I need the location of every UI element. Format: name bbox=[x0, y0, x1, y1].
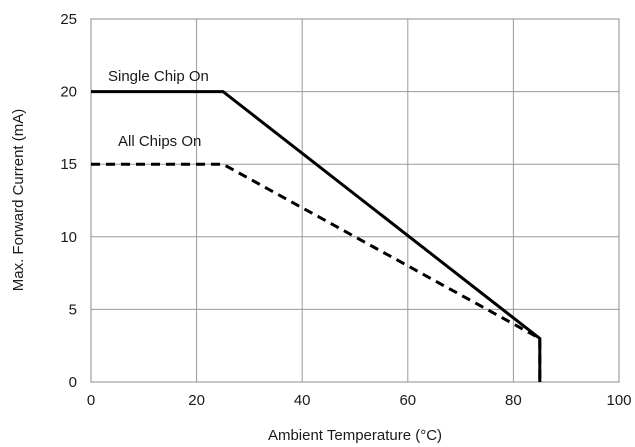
y-tick-label: 20 bbox=[60, 84, 77, 101]
x-tick-label: 80 bbox=[505, 392, 522, 409]
tick-labels: 0 20 40 60 80 100 0 5 10 15 20 25 bbox=[60, 11, 631, 409]
x-tick-label: 60 bbox=[399, 392, 416, 409]
x-tick-label: 0 bbox=[87, 392, 95, 409]
series-group bbox=[91, 90, 542, 382]
x-axis-title: Ambient Temperature (°C) bbox=[268, 427, 442, 444]
series-label-all-chips: All Chips On bbox=[118, 133, 201, 150]
x-tick-label: 40 bbox=[294, 392, 311, 409]
plot-frame bbox=[90, 18, 620, 383]
y-tick-label: 15 bbox=[60, 156, 77, 173]
y-tick-label: 10 bbox=[60, 229, 77, 246]
x-tick-label: 20 bbox=[188, 392, 205, 409]
x-tick-label: 100 bbox=[606, 392, 631, 409]
series-label-single-chip: Single Chip On bbox=[108, 68, 209, 85]
y-axis-title: Max. Forward Current (mA) bbox=[10, 109, 27, 292]
y-tick-label: 0 bbox=[69, 374, 77, 391]
y-tick-label: 5 bbox=[69, 301, 77, 318]
y-tick-label: 25 bbox=[60, 11, 77, 28]
series-line-all-chips bbox=[91, 162, 542, 382]
